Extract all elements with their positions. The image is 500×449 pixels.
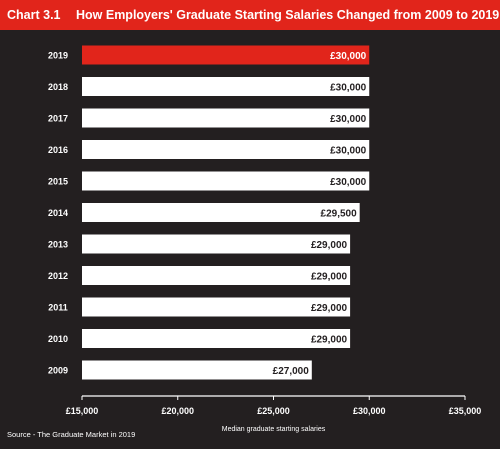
bar-value-label: £29,000 [311, 303, 348, 314]
bar-value-label: £29,000 [311, 272, 348, 283]
category-label: 2015 [48, 177, 68, 187]
category-label: 2013 [48, 240, 68, 250]
bar-value-label: £29,000 [311, 335, 348, 346]
category-label: 2016 [48, 145, 68, 155]
bar [82, 171, 370, 191]
bar-value-label: £29,000 [311, 240, 348, 251]
bar-value-label: £30,000 [330, 146, 367, 157]
category-label: 2014 [48, 208, 68, 218]
source-note: Source - The Graduate Market in 2019 [7, 430, 136, 439]
category-label: 2011 [48, 303, 68, 313]
bar [82, 108, 370, 128]
chart-header: Chart 3.1 How Employers' Graduate Starti… [0, 0, 500, 30]
bar [82, 77, 370, 96]
category-label: 2018 [48, 82, 68, 92]
bar [82, 234, 351, 254]
category-label: 2009 [48, 366, 68, 376]
bar-value-label: £30,000 [330, 51, 367, 62]
x-axis-label: Median graduate starting salaries [222, 426, 326, 433]
category-label: 2010 [48, 334, 68, 344]
bar-value-label: £27,000 [273, 366, 310, 377]
x-tick-label: £15,000 [66, 406, 99, 416]
category-label: 2019 [48, 51, 68, 61]
bar [82, 360, 312, 380]
bar-value-label: £30,000 [330, 83, 367, 94]
bar-value-label: £30,000 [330, 177, 367, 188]
chart-title: How Employers' Graduate Starting Salarie… [76, 8, 500, 22]
bar [82, 45, 370, 65]
category-label: 2012 [48, 271, 68, 281]
x-tick-label: £20,000 [161, 406, 194, 416]
category-label: 2017 [48, 114, 68, 124]
bar [82, 329, 351, 348]
bar-value-label: £29,500 [321, 209, 358, 220]
bar [82, 266, 351, 285]
bar-value-label: £30,000 [330, 114, 367, 125]
bar [82, 203, 360, 222]
bar [82, 140, 370, 159]
x-tick-label: £25,000 [257, 406, 290, 416]
x-tick-label: £30,000 [353, 406, 386, 416]
chart-number-label: Chart 3.1 [7, 8, 61, 22]
x-tick-label: £35,000 [449, 406, 482, 416]
bar [82, 297, 351, 317]
